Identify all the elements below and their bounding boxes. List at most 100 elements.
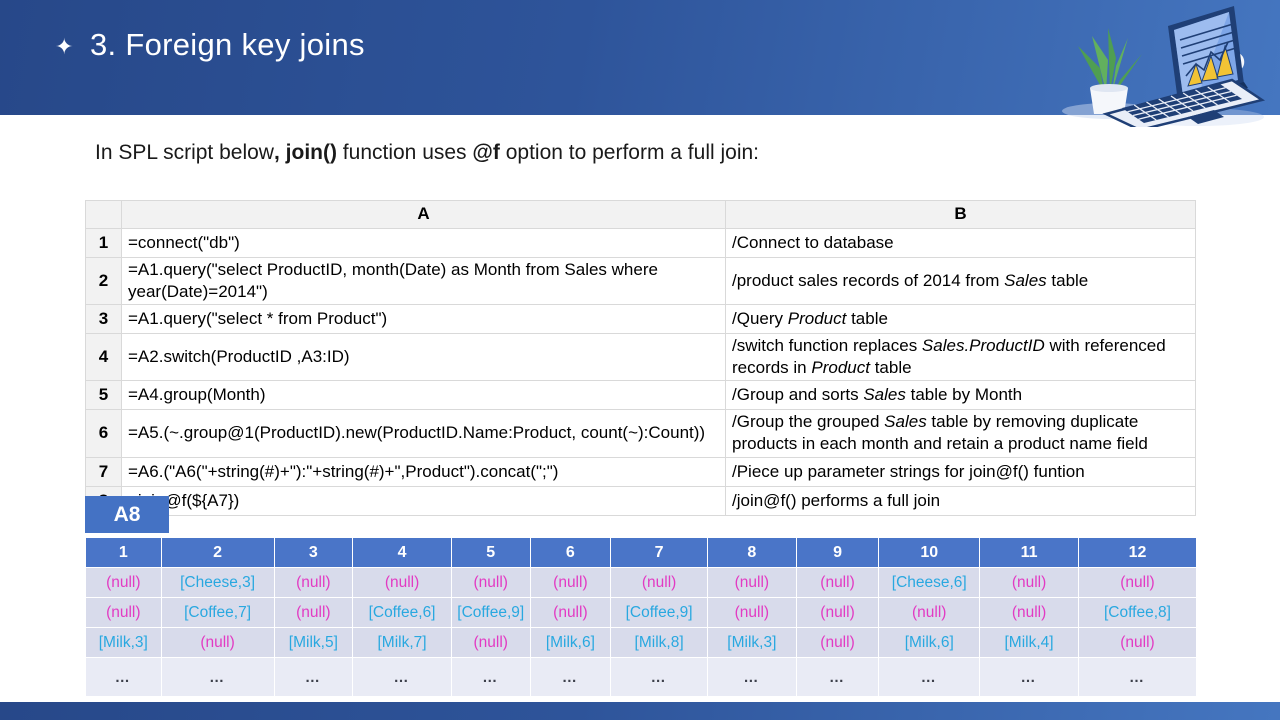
comment-text: table by Month [905, 385, 1023, 405]
sheet-cell-a: =A1.query("select * from Product") [121, 304, 726, 335]
slide-title: 3. Foreign key joins [90, 27, 365, 62]
sheet-cell-a: =A1.query("select ProductID, month(Date)… [121, 256, 726, 306]
sheet-row: 7 =A6.("A6("+string(#)+"):"+string(#)+",P… [85, 456, 1196, 487]
join-result-table: 1 2 3 4 5 6 7 8 9 10 11 12 (null) [Cheese,3] (null) (n… [85, 537, 1198, 697]
result-row: (null) [Cheese,3] (null) (null) (null) (null)… [85, 567, 1198, 598]
result-cell: [Milk,6] [878, 627, 981, 658]
sheet-cell-b: /Group and sorts Sales table by Month [725, 380, 1196, 411]
subtitle-segment: In SPL script below [95, 141, 274, 164]
result-cell: … [795, 657, 880, 697]
table-name-italic: Sales [863, 385, 906, 405]
sheet-cell-b: /join@f() performs a full join [725, 485, 1196, 516]
comment-text: table [846, 309, 888, 329]
laptop-screen [1168, 6, 1244, 102]
result-cell: … [450, 657, 531, 697]
table-name-italic: Sales [1004, 271, 1047, 291]
comment-text: with referenced records in [732, 336, 1166, 378]
comment-text: /switch function replaces [732, 336, 922, 356]
sheet-column-header: A [121, 200, 726, 229]
result-column-header: 11 [979, 537, 1079, 568]
result-cell: [Milk,3] [706, 627, 797, 658]
sheet-cell-a: =A6.("A6("+string(#)+"):"+string(#)+",Pr… [121, 456, 726, 487]
result-cell: (null) [273, 567, 354, 598]
sheet-cell-a: =join@f(${A7}) [121, 485, 726, 516]
result-cell: [Milk,5] [273, 627, 354, 658]
result-cell: (null) [706, 567, 797, 598]
result-column-header: 10 [878, 537, 981, 568]
sheet-cell-b: /Group the grouped Sales table by removi… [725, 409, 1196, 458]
laptop-keyboard [1102, 78, 1266, 127]
sheet-row: 5 =A4.group(Month)/Group and sorts Sales … [85, 380, 1196, 411]
result-cell: (null) [878, 597, 981, 628]
result-cell: [Milk,4] [979, 627, 1079, 658]
result-cell: … [1077, 657, 1198, 697]
table-name-italic: Sales [884, 412, 927, 432]
result-column-header: 7 [610, 537, 708, 568]
sheet-row: 2 =A1.query("select ProductID, month(Date… [85, 256, 1196, 306]
slide-header: ✦ 3. Foreign key joins P [0, 0, 1280, 127]
sheet-cell-b: /switch function replaces Sales.ProductI… [725, 333, 1196, 382]
result-header-row: 1 2 3 4 5 6 7 8 9 10 11 12 [85, 537, 1198, 568]
subtitle: In SPL script below, join() function use… [95, 141, 759, 165]
result-cell: … [273, 657, 354, 697]
result-cell: [Coffee,8] [1077, 597, 1198, 628]
table-name-italic: Product [811, 358, 870, 378]
result-cell: … [979, 657, 1079, 697]
result-cell: (null) [85, 597, 162, 628]
result-cell: … [706, 657, 797, 697]
comment-text: /Group the grouped [732, 412, 885, 432]
sheet-cell-a: =A4.group(Month) [121, 380, 726, 411]
subtitle-segment: , join() [273, 141, 337, 164]
sheet-cell-a: =A2.switch(ProductID ,A3:ID) [121, 333, 726, 382]
comment-text: /Group and sorts [732, 385, 864, 405]
result-column-header: 9 [795, 537, 880, 568]
result-cell: (null) [706, 597, 797, 628]
sheet-row: 8=join@f(${A7})/join@f() performs a full… [85, 485, 1196, 516]
result-cell: [Coffee,9] [610, 597, 708, 628]
table-name-italic: Product [787, 309, 847, 329]
sheet-cell-a: =A5.(~.group@1(ProductID).new(ProductID.… [121, 409, 726, 458]
sheet-cell-b: /Piece up parameter strings for join@f()… [725, 456, 1196, 487]
result-cell: … [352, 657, 452, 697]
result-cell: … [160, 657, 275, 697]
sheet-cell-b: /Connect to database [725, 228, 1196, 258]
comment-text: /join@f() performs a full join [732, 490, 941, 510]
result-cell: … [878, 657, 981, 697]
result-column-header: 2 [160, 537, 275, 568]
result-column-header: 1 [85, 537, 162, 568]
result-cell: [Milk,8] [610, 627, 708, 658]
result-cell: [Coffee,6] [352, 597, 452, 628]
sheet-row-number: 1 [85, 228, 122, 258]
sheet-row-number: 7 [85, 456, 122, 487]
result-ellipsis-row: ……………………………… [85, 657, 1198, 697]
subtitle-segment: option to perform a full join: [499, 141, 760, 164]
result-cell: (null) [529, 597, 612, 628]
comment-text: /Connect to database [732, 232, 894, 252]
result-cell: (null) [979, 597, 1079, 628]
result-cell: (null) [795, 597, 880, 628]
result-column-header: 12 [1077, 537, 1198, 568]
sheet-row: 6 =A5.(~.group@1(ProductID).new(ProductID… [85, 409, 1196, 458]
subtitle-segment: function uses [336, 141, 473, 164]
comment-text: table by removing duplicate products in … [732, 412, 1148, 454]
footer-bar [0, 702, 1280, 720]
result-cell: (null) [1077, 627, 1198, 658]
result-column-header: 8 [706, 537, 797, 568]
sheet-column-header: B [725, 200, 1196, 229]
result-cell: [Cheese,3] [160, 567, 275, 598]
result-cell: (null) [352, 567, 452, 598]
result-cell: (null) [85, 567, 162, 598]
sheet-cell-b: /Query Product table [725, 304, 1196, 335]
sheet-row-number: 3 [85, 304, 122, 335]
result-cell: … [529, 657, 612, 697]
plant-icon [1078, 28, 1142, 114]
sheet-row-number: 6 [85, 409, 122, 458]
comment-text: table [869, 358, 912, 378]
result-cell: … [610, 657, 708, 697]
result-cell: [Coffee,7] [160, 597, 275, 628]
result-row: (null) [Coffee,7] (null) [Coffee,6] [Coffee,… [85, 597, 1198, 628]
result-cell: [Cheese,6] [878, 567, 981, 598]
sheet-row: 3 =A1.query("select * from Product")/Quer… [85, 304, 1196, 335]
